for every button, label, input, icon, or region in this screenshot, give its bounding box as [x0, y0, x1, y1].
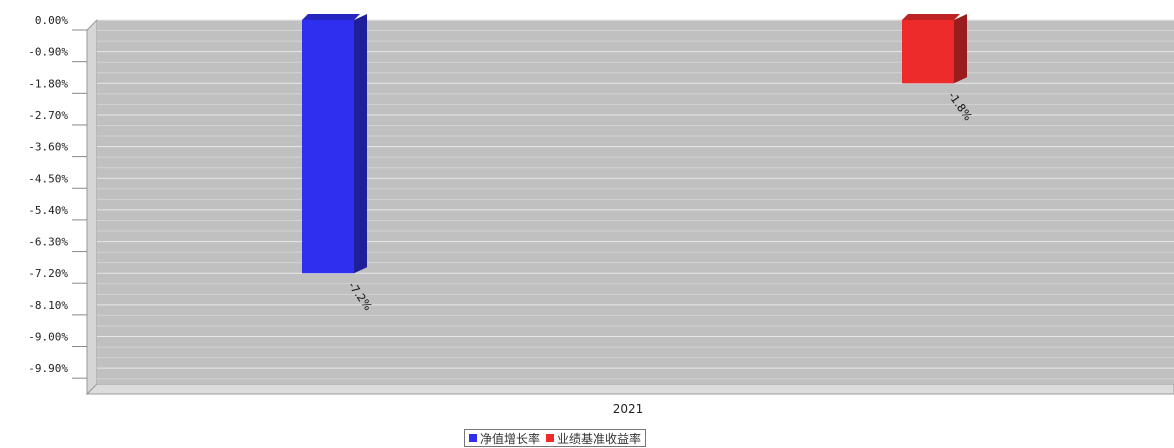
y-tick-label-8: -7.20% — [28, 267, 68, 280]
y-tick-label-10: -9.00% — [28, 331, 68, 344]
legend-label-nav-growth: 净值增长率 — [480, 431, 541, 446]
legend: 净值增长率 业绩基准收益率 — [464, 429, 647, 447]
bars — [302, 14, 967, 274]
bar-front-0 — [302, 20, 354, 274]
bar-top-1 — [902, 14, 960, 20]
y-tick-label-1: -0.90% — [28, 46, 68, 59]
bar-side-1 — [954, 14, 967, 84]
bar-front-1 — [902, 20, 954, 84]
legend-swatch-nav-growth — [469, 434, 477, 442]
y-tick-label-2: -1.80% — [28, 77, 68, 90]
x-category-label-0: 2021 — [613, 402, 644, 416]
y-tick-label-3: -2.70% — [28, 109, 68, 122]
bar-top-0 — [302, 14, 360, 20]
bar-0 — [302, 14, 367, 274]
y-axis-ticks: 0.00% -0.90% -1.80% -2.70% -3.60% -4.50% -5.40… — [28, 14, 87, 379]
legend-swatch-benchmark — [546, 434, 555, 442]
legend-item-benchmark: 业绩基准收益率 — [546, 430, 641, 447]
plot-floor — [85, 383, 1174, 395]
y-tick-label-4: -3.60% — [28, 141, 68, 154]
x-axis-categories: 2021 — [613, 402, 644, 416]
y-tick-label-5: -4.50% — [28, 172, 68, 185]
y-tick-label-9: -8.10% — [28, 299, 68, 312]
gridlines — [97, 19, 1174, 380]
y-tick-label-7: -6.30% — [28, 236, 68, 249]
legend-item-nav-growth: 净值增长率 — [469, 430, 540, 447]
plot-background — [97, 20, 1174, 384]
bar-1 — [902, 14, 967, 84]
bar-side-0 — [354, 14, 367, 274]
y-tick-label-11: -9.90% — [28, 362, 68, 375]
y-tick-label-6: -5.40% — [28, 204, 68, 217]
y-tick-label-0: 0.00% — [35, 14, 68, 27]
plot-left-wall — [86, 18, 98, 396]
legend-label-benchmark: 业绩基准收益率 — [557, 431, 642, 446]
